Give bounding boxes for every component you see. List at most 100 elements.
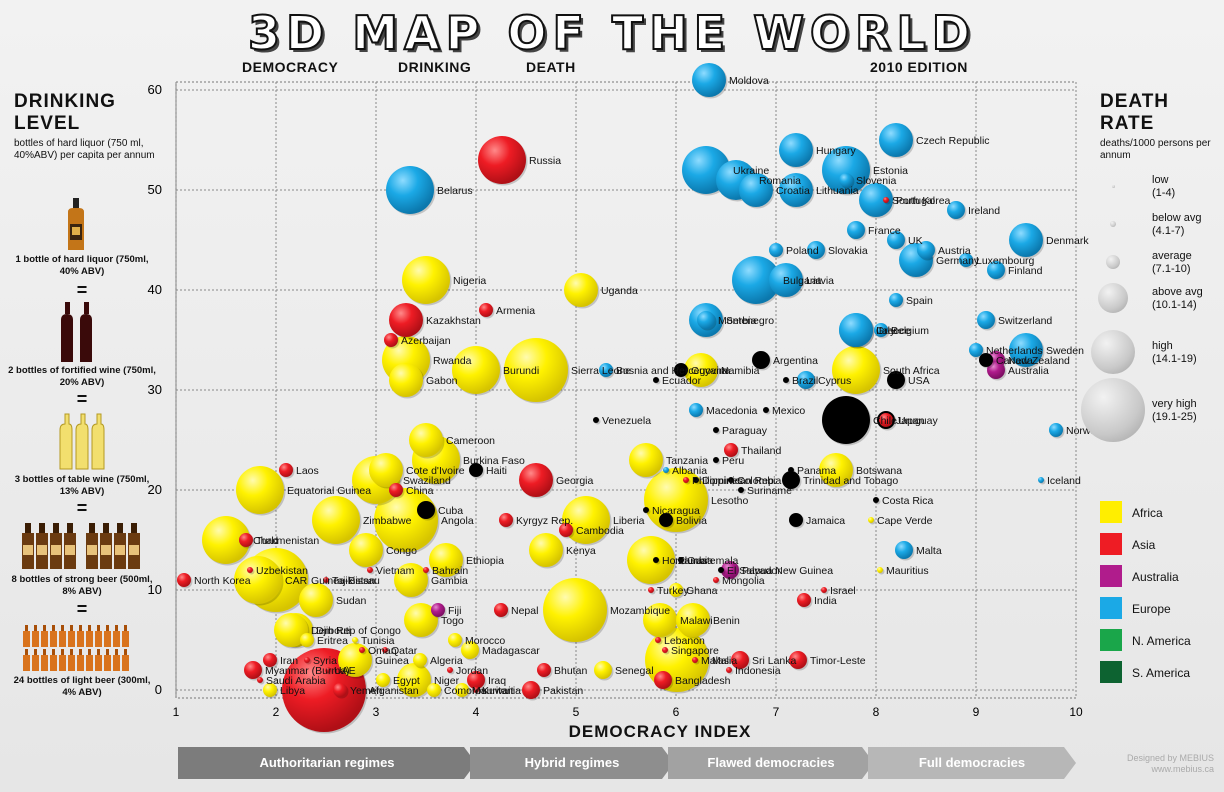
regime-band-flawed: Flawed democracies — [668, 747, 874, 779]
point-label: Dem Rep of Congo — [311, 625, 401, 637]
point-label: Mali — [712, 655, 731, 667]
data-point-portugal — [859, 183, 893, 217]
point-label: Israel — [830, 585, 856, 597]
data-point-australia — [987, 361, 1005, 379]
data-point-tanzania — [629, 443, 663, 477]
point-shadow — [390, 484, 405, 499]
data-point-lithuania — [779, 173, 813, 207]
data-point-switzerland — [977, 311, 995, 329]
point-shadow — [722, 562, 741, 581]
data-point-yemen — [333, 683, 347, 697]
point-label: Togo — [441, 615, 464, 627]
data-point-austria — [917, 241, 935, 259]
point-shadow — [644, 604, 679, 639]
point-label: Singapore — [671, 645, 719, 657]
point-label: Serbia — [726, 315, 757, 327]
point-label: Poland — [786, 245, 819, 257]
point-shadow — [714, 578, 721, 585]
point-label: Mozambique — [610, 605, 670, 617]
point-label: South Africa — [883, 365, 940, 377]
data-point-czech-republic — [879, 123, 913, 157]
point-shadow — [739, 488, 746, 495]
point-label: Angola — [441, 515, 474, 527]
point-shadow — [770, 244, 785, 259]
data-point-sweden — [1009, 333, 1043, 367]
point-shadow — [560, 524, 575, 539]
data-point-costa-rica — [873, 497, 879, 503]
point-shadow — [474, 688, 481, 695]
point-shadow — [538, 664, 553, 679]
point-shadow — [848, 222, 867, 241]
data-point-sierra-leone — [504, 338, 568, 402]
point-shadow — [663, 648, 670, 655]
point-shadow — [300, 584, 335, 619]
point-label: Mexico — [772, 405, 805, 417]
point-shadow — [424, 568, 431, 575]
point-label: Guinea — [375, 655, 409, 667]
data-point-israel — [821, 587, 827, 593]
data-point-niger — [397, 663, 431, 697]
point-shadow — [414, 654, 429, 669]
point-shadow — [505, 339, 570, 404]
point-shadow — [353, 638, 360, 645]
data-point-iran — [263, 653, 277, 667]
data-point-turkey — [648, 587, 654, 593]
data-point-burundi — [452, 346, 500, 394]
point-shadow — [684, 478, 691, 485]
data-point-finland — [987, 261, 1005, 279]
point-label: New Zealand — [1008, 355, 1070, 367]
data-point-gabon — [389, 363, 423, 397]
point-shadow — [237, 467, 286, 516]
data-point-ukraine — [682, 146, 730, 194]
point-shadow — [878, 568, 885, 575]
point-shadow — [368, 568, 375, 575]
point-shadow — [470, 464, 485, 479]
point-shadow — [326, 668, 333, 675]
death-rate-description: deaths/1000 persons per annum — [1100, 138, 1211, 161]
data-point-burkina-faso — [412, 436, 460, 484]
x-tick-label: 7 — [773, 705, 780, 719]
data-point-car — [234, 556, 282, 604]
point-label: Canada — [996, 355, 1033, 367]
point-shadow — [370, 454, 405, 489]
point-label: Malasia — [701, 655, 737, 667]
point-label: Ethiopia — [466, 555, 504, 567]
point-label: Croatia — [776, 185, 810, 197]
point-shadow — [649, 588, 656, 595]
point-shadow — [430, 544, 465, 579]
point-shadow — [670, 584, 685, 599]
point-shadow — [753, 352, 772, 371]
point-label: Belarus — [437, 185, 473, 197]
data-point-latvia — [769, 263, 803, 297]
point-label: Oman — [368, 645, 397, 657]
point-label: Eritrea — [317, 635, 348, 647]
data-point-kenya — [529, 533, 563, 567]
data-point-vietnam — [367, 567, 373, 573]
region-label: Australia — [1132, 570, 1179, 584]
data-point-eritrea — [300, 633, 314, 647]
data-point-lebanon — [655, 637, 661, 643]
point-shadow — [405, 604, 440, 639]
data-point-bangladesh — [654, 671, 672, 689]
data-point-mauritius — [877, 567, 883, 573]
data-point-malawi — [643, 603, 677, 637]
regime-label: Full democracies — [918, 755, 1026, 770]
point-label: Denmark — [1046, 235, 1089, 247]
point-label: Kazakhstan — [426, 315, 481, 327]
point-label: Costa Rica — [882, 495, 934, 507]
point-shadow — [685, 354, 720, 389]
data-point-mali — [645, 628, 709, 692]
data-point-norway — [1049, 423, 1063, 437]
bottle-label-liquor: 1 bottle of hard liquor (750ml, 40% ABV) — [15, 254, 149, 277]
point-label: Libya — [280, 685, 305, 697]
data-point-laos — [279, 463, 293, 477]
data-point-bosnia-and-hercegovina — [599, 363, 613, 377]
x-tick-label: 10 — [1069, 705, 1083, 719]
data-point-romania — [716, 160, 756, 200]
point-label: Mauritius — [886, 565, 929, 577]
point-label: Moldova — [729, 75, 769, 87]
point-label: Morocco — [465, 635, 505, 647]
equals-sign: = — [76, 599, 88, 619]
data-point-colombia — [728, 477, 734, 483]
